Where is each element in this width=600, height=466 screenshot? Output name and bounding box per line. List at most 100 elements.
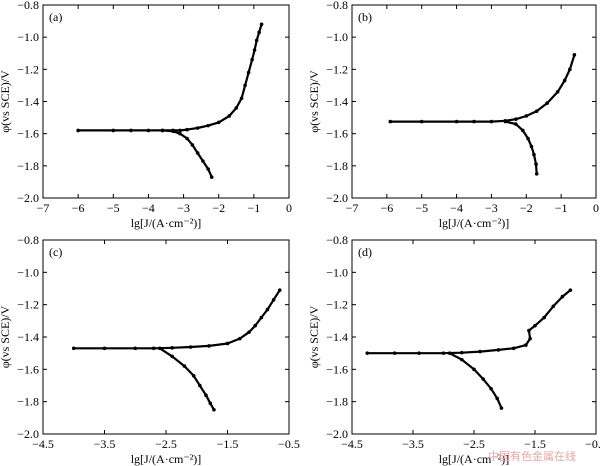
panel-3-series-1-line [448, 352, 503, 410]
panel-0-series-0-point [178, 128, 182, 133]
panel-3-series-0-point [527, 328, 531, 333]
panel-0-series-0-point [216, 120, 221, 125]
panel-0-x-tick-label: −3 [177, 201, 190, 215]
panel-3-y-tick-label: −0.8 [326, 233, 348, 247]
panel-2-series-0-point [238, 336, 242, 341]
panel-1-y-tick-label: −1.2 [326, 62, 348, 76]
panel-1-y-tick-label: −1.8 [326, 159, 348, 173]
panel-3-series-0-point [441, 351, 446, 355]
panel-3-x-tick-label: −4.5 [341, 437, 363, 451]
panel-1-series-1-point [534, 162, 538, 167]
panel-0-x-tick-label: −5 [107, 201, 120, 215]
panel-0-y-tick-label: −1.6 [17, 127, 39, 141]
panel-1-x-tick-label: 0 [593, 201, 599, 215]
panel-0-series-1-point [206, 167, 210, 171]
panel-0-panel-label: (a) [49, 10, 62, 24]
panel-3-x-tick-label: −3.5 [402, 437, 424, 451]
panel-3-series-0-point [551, 304, 556, 309]
panel-2-x-axis-label: lg[J/(A·cm⁻²)] [131, 452, 202, 466]
panel-2-series-1-point [212, 407, 216, 412]
panel-2-y-tick-label: −2.0 [17, 427, 39, 441]
panel-3-panel-label: (d) [358, 245, 372, 259]
panel-0-x-tick-label: −4 [142, 201, 155, 215]
panel-1-x-tick-label: −2 [520, 201, 533, 215]
panel-3-series-0-point [365, 351, 370, 355]
panel-2-panel-label: (c) [49, 245, 62, 259]
panel-0-series-1-point [185, 136, 189, 141]
panel-3-series-1-point [472, 367, 476, 372]
panel-1-y-tick-label: −0.8 [326, 0, 348, 12]
panel-0-x-tick-label: 0 [286, 201, 292, 215]
panel-0-series-0-point [129, 128, 133, 133]
panel-1-series-1-point [526, 136, 530, 141]
panel-0-y-tick-label: −1.4 [17, 95, 39, 109]
panel-2-series-0-line [72, 289, 281, 350]
panel-1-series-0-point [572, 53, 577, 57]
panel-3-y-tick-label: −2.0 [326, 427, 348, 441]
panel-3-plot-frame [351, 239, 597, 435]
panel-0-y-axis-label: φ(vs SCE)/V [0, 70, 12, 133]
panel-2-x-tick-label: −2.5 [155, 437, 177, 451]
panel-2-series-0-point [271, 298, 276, 302]
panel-3-series-1-point [489, 386, 493, 391]
panel-2-series-1-point [208, 401, 213, 406]
panel-3-y-tick-label: −1.8 [326, 395, 348, 409]
panel-1-y-tick-label: −1.4 [326, 95, 348, 109]
panel-3-series-0-point [417, 351, 421, 355]
panel-0-series-0-point [146, 128, 151, 133]
panel-2-series-0-point [277, 288, 282, 292]
panel-2-series-0-point [71, 346, 76, 351]
panel-1-series-0-point [489, 119, 494, 124]
panel-1-series-0-point [472, 119, 476, 124]
panel-1-x-tick-label: −6 [380, 201, 393, 215]
panel-3-series-0-point [496, 348, 501, 352]
panel-3-series-1-point [481, 377, 485, 381]
panel-1-series-1-point [521, 128, 525, 133]
panel-0-series-0-line [76, 23, 263, 132]
panel-1-series-0-point [524, 114, 529, 118]
panel-2-series-0-point [170, 346, 174, 350]
panel-1-series-1-point [514, 122, 518, 126]
panel-3-y-axis-label: φ(vs SCE)/V [307, 305, 321, 368]
panel-2-series-1-point [191, 374, 196, 378]
panel-0-series-1-point [171, 129, 175, 134]
panel-0-series-0-point [259, 22, 264, 27]
panel-0-y-tick-label: −1.0 [17, 30, 39, 44]
panel-0-y-tick-label: −1.8 [17, 159, 39, 173]
panel-2-series-1-point [204, 393, 208, 398]
panel-1-y-tick-label: −1.6 [326, 127, 348, 141]
panel-0-series-0-point [252, 48, 257, 52]
panel-0-series-0-point [206, 123, 210, 128]
panel-3-y-tick-label: −1.4 [326, 330, 348, 344]
panel-2-series-0-point [151, 346, 156, 351]
panel-2-y-tick-label: −1.8 [17, 395, 39, 409]
panel-2-series-1-point [170, 354, 174, 359]
panel-3-series-0-line [366, 289, 572, 355]
panel-3-series-1-point [447, 351, 452, 355]
panel-2-series-1-line [158, 347, 216, 411]
panel-2-series-0-point [265, 307, 270, 312]
panel-2-x-tick-label: −3.5 [94, 437, 116, 451]
panel-2-y-tick-label: −1.4 [17, 330, 39, 344]
panel-0-series-0-point [185, 127, 189, 132]
panel-3-x-axis-label: lg[J/(A·cm⁻²)] [439, 452, 510, 466]
panel-2-series-1-point [198, 383, 202, 388]
panel-2-series-0-point [259, 315, 264, 320]
panel-0-series-0-point [111, 128, 116, 133]
panel-1-series-0-point [514, 117, 518, 121]
panel-1-series-0-point [454, 119, 459, 124]
panel-2-y-tick-label: −1.0 [17, 265, 39, 279]
panel-0-x-tick-label: −2 [212, 201, 225, 215]
panel-1-series-1-point [529, 144, 534, 149]
panel-2-series-0-point [207, 344, 211, 348]
panel-3-series-0-point [560, 294, 565, 299]
panel-1-series-0-point [534, 109, 539, 113]
panel-1-y-tick-label: −2.0 [326, 191, 348, 205]
panel-1-y-tick-label: −1.0 [326, 30, 348, 44]
panel-0-series-0-point [76, 128, 80, 133]
panel-3-series-0-point [511, 346, 516, 351]
panel-2-x-tick-label: −0.5 [278, 437, 300, 451]
panel-0-series-1-point [209, 175, 214, 179]
panel-1-series-1-point [532, 152, 536, 157]
